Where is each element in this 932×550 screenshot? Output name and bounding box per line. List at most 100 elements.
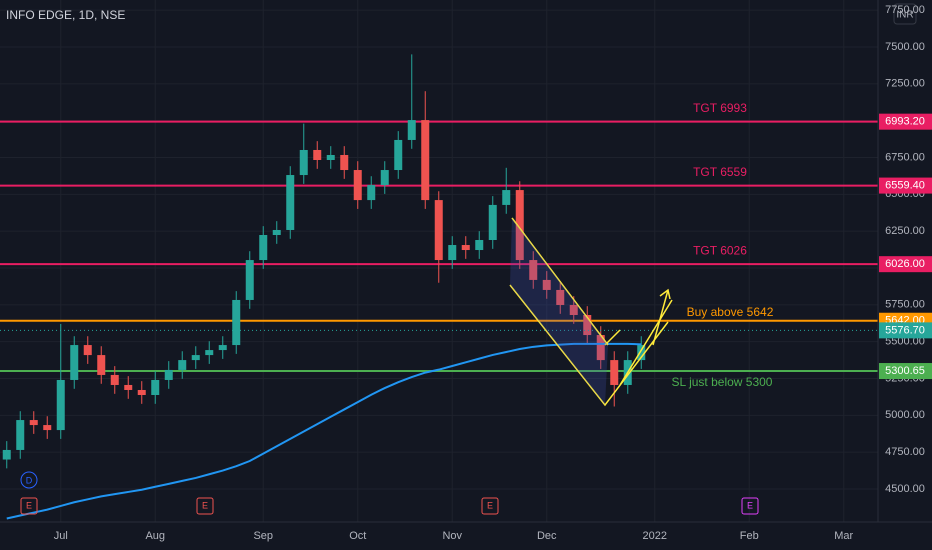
candle-body	[272, 229, 281, 235]
candle-body	[583, 314, 592, 336]
x-tick-label: Aug	[145, 530, 165, 542]
marks-layer: TGT 6993 TGT 6559 TGT 6026 Buy above 5642 SL…	[0, 54, 878, 520]
currency-label[interactable]: INR	[896, 10, 913, 21]
marker-label: E	[26, 500, 32, 510]
dividend-marker	[20, 471, 38, 489]
y-tick-label: 5000.00	[885, 409, 925, 421]
channel-fill	[510, 218, 608, 405]
y-tick-label: 4500.00	[885, 483, 925, 495]
level-text: TGT 6026	[693, 243, 747, 257]
candle-body	[353, 170, 362, 201]
price-tag	[879, 113, 932, 130]
candle-body	[164, 369, 173, 380]
candle-body	[542, 279, 551, 290]
candle-body	[556, 289, 565, 305]
candle-body	[596, 335, 605, 361]
candle-body	[137, 389, 146, 395]
y-tick-label: 5500.00	[885, 336, 925, 348]
y-tick-label: 6250.00	[885, 225, 925, 237]
marker-label: D	[26, 475, 33, 485]
moving-average-line	[6, 342, 642, 520]
candle-body	[259, 234, 268, 261]
earnings-marker	[481, 497, 499, 515]
level-text: TGT 6993	[693, 101, 747, 115]
candle-body	[326, 154, 335, 161]
candle-body	[380, 170, 389, 186]
candle-body	[434, 200, 443, 261]
candle-body	[569, 304, 578, 315]
y-tick-label: 7750.00	[885, 4, 925, 16]
marker-label: E	[747, 500, 753, 510]
candle-body	[502, 190, 511, 205]
level-text: Buy above 5642	[687, 305, 774, 319]
x-tick-label: 2022	[643, 530, 667, 542]
candle-body	[232, 299, 241, 346]
y-tick-label: 4750.00	[885, 446, 925, 458]
candle-body	[29, 420, 38, 426]
y-tick-label: 6750.00	[885, 151, 925, 163]
arrow-drawing	[652, 288, 671, 346]
candle-body	[637, 345, 646, 361]
candle-body	[56, 379, 65, 431]
level-text: SL just below 5300	[672, 375, 773, 389]
earnings-marker	[741, 497, 759, 515]
price-tag-label: 6026.00	[885, 258, 925, 270]
candle-body	[83, 345, 92, 356]
marker-label: E	[202, 500, 208, 510]
candle-body	[178, 360, 187, 370]
price-tag-label: 5576.70	[885, 324, 925, 336]
price-tag	[879, 256, 932, 273]
x-tick-label: Sep	[253, 530, 273, 542]
chart-title: INFO EDGE, 1D, NSE	[6, 8, 125, 22]
price-tag	[879, 322, 932, 339]
drawings	[509, 217, 673, 407]
candle-body	[515, 190, 524, 261]
y-tick-label: 5750.00	[885, 299, 925, 311]
y-tick-label: 7250.00	[885, 78, 925, 90]
x-tick-label: Mar	[834, 530, 853, 542]
currency-button[interactable]	[893, 3, 917, 25]
candle-body	[43, 425, 52, 431]
earnings-marker	[196, 497, 214, 515]
candle-body	[97, 355, 106, 375]
price-tag	[879, 177, 932, 194]
candle-body	[70, 345, 79, 380]
candle-body	[151, 379, 160, 395]
candle-body	[191, 355, 200, 361]
grid-layer	[0, 0, 878, 522]
y-tick-label: 7500.00	[885, 41, 925, 53]
x-tick-label: Oct	[349, 530, 366, 542]
x-tick-label: Nov	[442, 530, 462, 542]
candle-body	[340, 154, 349, 171]
marker-label: E	[487, 500, 493, 510]
candle-body	[124, 384, 133, 390]
candle-body	[488, 204, 497, 241]
x-tick-label: Dec	[537, 530, 557, 542]
candle-body	[110, 374, 119, 385]
candle-body	[407, 120, 416, 140]
earnings-marker	[20, 497, 38, 515]
markers: D E E E E	[20, 471, 759, 515]
candle-body	[529, 260, 538, 280]
candle-body	[299, 149, 308, 176]
x-tick-label: Jul	[54, 530, 68, 542]
channel-drawing	[509, 217, 673, 407]
x-tick-label: Feb	[740, 530, 759, 542]
candle-body	[286, 175, 295, 230]
candle-body	[245, 260, 254, 300]
level-text: TGT 6559	[693, 165, 747, 179]
candle-body	[2, 449, 11, 460]
candle-body	[421, 120, 430, 201]
candle-body	[205, 350, 214, 356]
price-tag-label: 6993.20	[885, 116, 925, 128]
price-tag-label: 6559.40	[885, 179, 925, 191]
price-tag	[879, 363, 932, 380]
candle-body	[610, 360, 619, 385]
price-tag-label: 5300.65	[885, 365, 925, 377]
candle-body	[394, 139, 403, 171]
candle-body	[218, 345, 227, 351]
candle-body	[367, 185, 376, 201]
candle-body	[475, 240, 484, 251]
